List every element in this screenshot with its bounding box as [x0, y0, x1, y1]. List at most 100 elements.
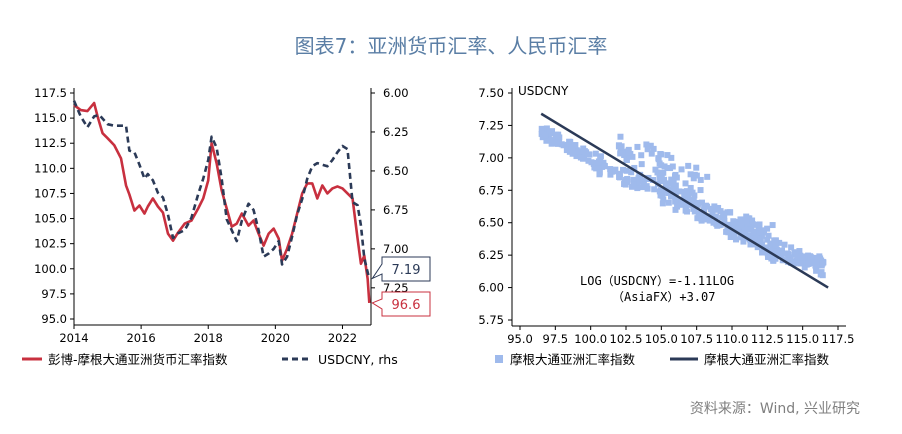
scatter-point: [591, 164, 598, 171]
legend-label-0: 彭博-摩根大通亚洲货币汇率指数: [48, 352, 228, 367]
scatter-point: [674, 203, 681, 210]
scatter-point: [771, 237, 778, 244]
y-tick-label: 6.75: [478, 183, 504, 197]
x-tick-label: 2014: [59, 331, 88, 345]
equation-line-2: （AsiaFX）+3.07: [612, 290, 715, 304]
scatter-point: [572, 142, 579, 149]
y-tick-label: 7.50: [478, 86, 504, 100]
scatter-point: [575, 148, 582, 155]
y2-tick-label: 7.25: [383, 281, 409, 295]
scatter-point: [755, 235, 762, 242]
scatter-point: [634, 143, 641, 150]
y2-tick-label: 6.50: [383, 164, 409, 178]
scatter-point: [708, 206, 715, 213]
scatter-point: [631, 164, 638, 171]
y2-tick-label: 6.25: [383, 125, 409, 139]
scatter-point: [596, 169, 603, 176]
scatter-point: [758, 241, 765, 248]
y-tick-label: 7.25: [478, 118, 504, 132]
x-tick-label: 2020: [261, 331, 290, 345]
scatter-point: [659, 192, 666, 199]
callout-label: 96.6: [392, 298, 421, 313]
scatter-point: [694, 199, 701, 206]
scatter-point: [779, 247, 786, 254]
scatter-point: [788, 244, 795, 251]
y2-tick-label: 6.00: [383, 86, 409, 100]
callout-box: [370, 256, 431, 282]
scatter-point: [695, 210, 702, 217]
scatter-point: [639, 184, 646, 191]
scatter-point: [787, 254, 794, 261]
scatter-point: [661, 187, 668, 194]
scatter-point: [640, 177, 647, 184]
scatter-point: [546, 136, 553, 143]
scatter-point: [668, 154, 675, 161]
scatter-point: [618, 143, 625, 150]
y-tick-label: 100.0: [34, 262, 67, 276]
scatter-point: [683, 188, 690, 195]
scatter-point: [672, 198, 679, 205]
scatter-point: [625, 148, 632, 155]
scatter-point: [538, 130, 545, 137]
scatter-point: [651, 186, 658, 193]
scatter-point: [764, 236, 771, 243]
scatter-point: [538, 125, 545, 132]
scatter-point: [616, 174, 623, 181]
scatter-point: [548, 140, 555, 147]
scatter-point: [665, 199, 672, 206]
x-tick-label: 100.0: [574, 332, 607, 346]
scatter-point: [814, 255, 821, 262]
y-tick-label: 102.5: [34, 237, 67, 251]
scatter-point: [672, 171, 679, 178]
scatter-point: [601, 163, 608, 170]
y-tick-label: 97.5: [41, 287, 67, 301]
scatter-point: [583, 149, 590, 156]
scatter-point: [580, 153, 587, 160]
scatter-point: [678, 166, 685, 173]
scatter-point: [580, 145, 587, 152]
callout-label: 7.19: [392, 263, 421, 278]
scatter-point: [691, 208, 698, 215]
y-tick-label: 117.5: [34, 86, 67, 100]
scatter-point: [797, 260, 804, 267]
scatter-point: [730, 218, 737, 225]
scatter-point: [659, 200, 666, 207]
scatter-point: [785, 251, 792, 258]
scatter-point: [597, 154, 604, 161]
scatter-point: [805, 260, 812, 267]
scatter-point: [634, 185, 641, 192]
scatter-point: [623, 167, 630, 174]
scatter-point: [697, 187, 704, 194]
legend-swatch-0: [495, 355, 503, 363]
scatter-point: [569, 150, 576, 157]
scatter-point: [687, 184, 694, 191]
y-tick-label: 112.5: [34, 136, 67, 150]
scatter-point: [650, 145, 657, 152]
scatter-point: [712, 213, 719, 220]
scatter-point: [725, 229, 732, 236]
scatter-point: [758, 232, 765, 239]
scatter-point: [592, 150, 599, 157]
x-tick-label: 95.0: [507, 332, 533, 346]
scatter-point: [813, 267, 820, 274]
scatter-point: [743, 219, 750, 226]
x-tick-label: 115.0: [786, 332, 819, 346]
scatter-point: [658, 175, 665, 182]
scatter-point: [776, 239, 783, 246]
scatter-point: [727, 234, 734, 241]
scatter-point: [733, 236, 740, 243]
scatter-point: [721, 217, 728, 224]
scatter-point: [656, 160, 663, 167]
y2-tick-label: 7.00: [383, 242, 409, 256]
scatter-point: [638, 152, 645, 159]
scatter-point: [698, 199, 705, 206]
scatter-point: [647, 142, 654, 149]
scatter-point: [773, 249, 780, 256]
figure-title: 图表7：亚洲货币汇率、人民币汇率: [294, 34, 608, 58]
scatter-point: [694, 215, 701, 222]
scatter-point: [750, 235, 757, 242]
y-tick-label: 6.00: [478, 281, 504, 295]
scatter-point: [652, 166, 659, 173]
scatter-point: [672, 206, 679, 213]
